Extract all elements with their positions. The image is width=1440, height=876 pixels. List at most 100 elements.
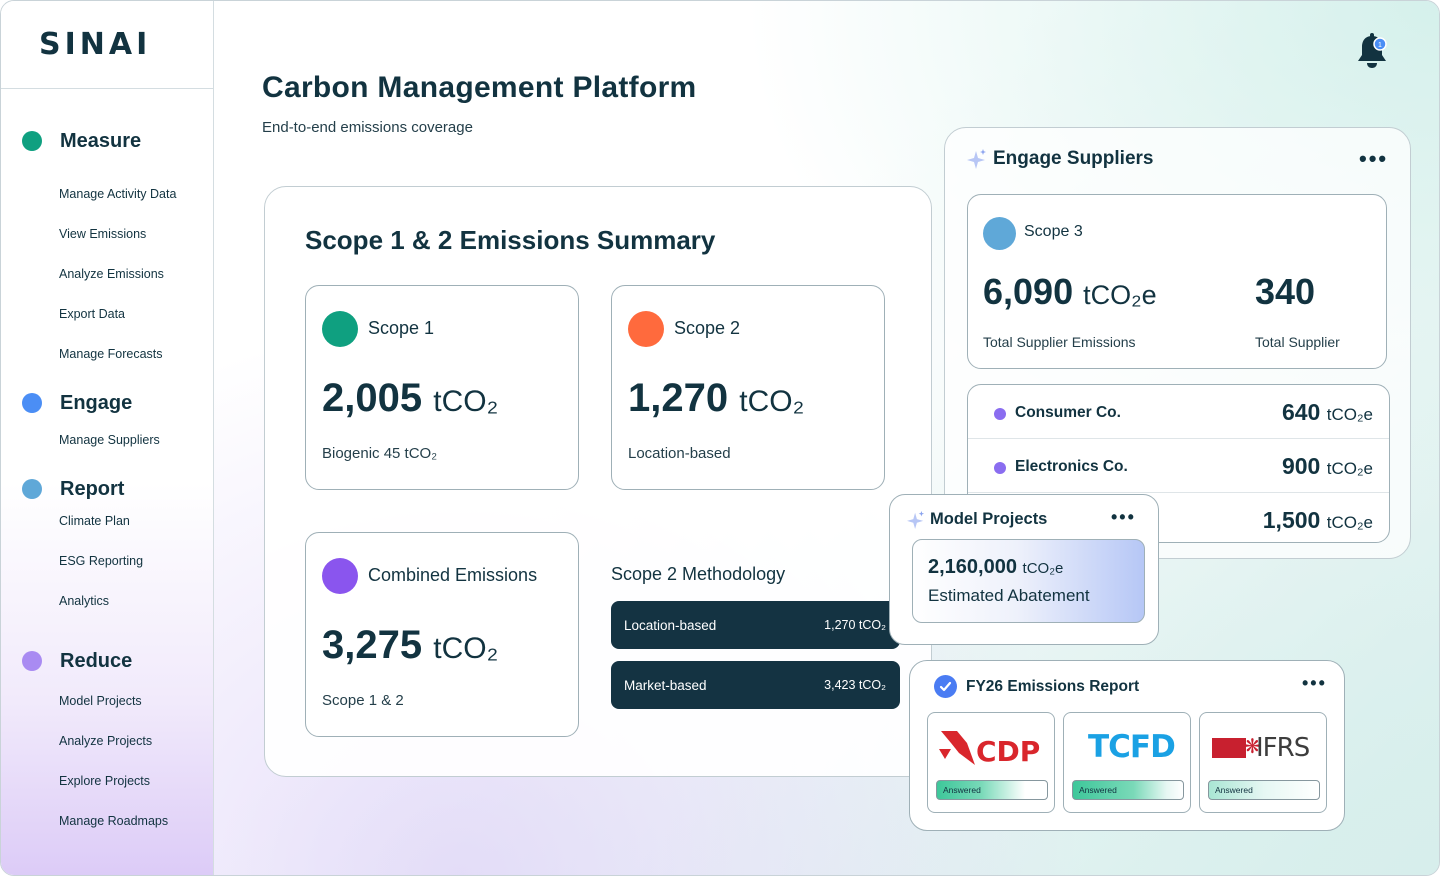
framework-cdp[interactable]: CDP Answered: [927, 712, 1055, 813]
engage-title: Engage Suppliers: [993, 148, 1154, 169]
methodology-title: Scope 2 Methodology: [611, 564, 786, 584]
supplier-count-value: 340: [1255, 271, 1316, 312]
scope3-label: Scope 3: [1024, 223, 1083, 240]
logo[interactable]: SINAI: [39, 27, 152, 62]
sidebar-item-explore-projects[interactable]: Explore Projects: [59, 774, 151, 788]
supplier-count-label: Total Supplier: [1255, 334, 1340, 350]
abatement-label: Estimated Abatement: [928, 586, 1090, 605]
page-subtitle: End-to-end emissions coverage: [262, 119, 473, 136]
scope1-card[interactable]: Scope 1 2,005 tCO₂ Biogenic 45 tCO₂: [305, 285, 579, 490]
sidebar-item-esg-reporting[interactable]: ESG Reporting: [59, 554, 144, 568]
page-title: Carbon Management Platform: [262, 71, 697, 104]
scope2-note: Location-based: [628, 445, 731, 462]
framework-tcfd[interactable]: TCFD Answered: [1063, 712, 1191, 813]
scope3-box[interactable]: Scope 3 6,090 tCO₂e Total Supplier Emiss…: [967, 194, 1387, 369]
nav-head-label: Engage: [60, 391, 133, 414]
methodology-value: 1,270 tCO₂: [824, 618, 886, 632]
framework-name: CDP: [976, 735, 1041, 768]
methodology-label: Location-based: [624, 617, 717, 633]
more-horizontal-icon[interactable]: •••: [1111, 507, 1136, 527]
methodology-row-market[interactable]: Market-based 3,423 tCO₂: [611, 661, 900, 709]
sparkle-icon: [967, 149, 986, 169]
supplier-dot-icon: [994, 408, 1006, 420]
ifrs-logo-bar-icon: [1212, 738, 1246, 758]
abatement-box: 2,160,000 tCO₂e Estimated Abatement: [912, 539, 1145, 623]
sidebar-item-view-emissions[interactable]: View Emissions: [59, 227, 147, 241]
supplier-row[interactable]: Electronics Co. 900 tCO₂e: [968, 439, 1389, 493]
more-horizontal-icon[interactable]: •••: [1359, 146, 1389, 171]
methodology-label: Market-based: [624, 677, 707, 693]
cdp-logo-icon: [939, 731, 975, 765]
supplier-value: 640 tCO₂e: [1281, 399, 1373, 425]
sidebar-item-analyze-projects[interactable]: Analyze Projects: [59, 734, 153, 748]
status-badge: Answered: [1208, 780, 1320, 800]
methodology-row-location[interactable]: Location-based 1,270 tCO₂: [611, 601, 900, 649]
sidebar-item-manage-forecasts[interactable]: Manage Forecasts: [59, 347, 163, 361]
model-title: Model Projects: [930, 510, 1048, 528]
supplier-dot-icon: [994, 462, 1006, 474]
abatement-value: 2,160,000 tCO₂e: [928, 556, 1064, 578]
scope1-dot-icon: [322, 311, 358, 347]
sidebar-item-climate-plan[interactable]: Climate Plan: [59, 514, 130, 528]
sidebar-item-analytics[interactable]: Analytics: [59, 594, 110, 608]
nav-section-reduce: Reduce: [1, 646, 214, 676]
nav-section-engage: Engage: [1, 388, 214, 418]
reduce-dot-icon: [22, 651, 42, 671]
engage-dot-icon: [22, 393, 42, 413]
nav-head-label: Reduce: [60, 649, 133, 672]
sidebar-item-export-data[interactable]: Export Data: [59, 307, 126, 321]
nav-head-label: Measure: [60, 129, 142, 152]
sidebar-item-manage-suppliers[interactable]: Manage Suppliers: [59, 433, 160, 447]
sidebar-item-manage-roadmaps[interactable]: Manage Roadmaps: [59, 814, 169, 828]
framework-name: IFRS: [1256, 733, 1310, 763]
supplier-row[interactable]: Consumer Co. 640 tCO₂e: [968, 385, 1389, 439]
nav-head-label: Report: [60, 477, 125, 500]
model-title-row: Model Projects: [907, 510, 1047, 529]
nav-head-reduce[interactable]: Reduce: [1, 646, 214, 676]
emissions-report-card[interactable]: FY26 Emissions Report ••• CDP Answered T…: [909, 660, 1345, 831]
summary-title: Scope 1 & 2 Emissions Summary: [305, 225, 716, 255]
sparkle-icon: [907, 510, 925, 529]
nav-head-report[interactable]: Report: [1, 474, 214, 504]
supplier-emissions-value: 6,090 tCO₂e: [983, 271, 1157, 312]
check-circle-icon: [934, 675, 957, 698]
nav-section-measure: Measure: [1, 126, 214, 156]
supplier-row[interactable]: 1,500 tCO₂e: [968, 493, 1389, 542]
sidebar: SINAI Measure Manage Activity Data View …: [1, 1, 214, 875]
scope2-dot-icon: [628, 311, 664, 347]
combined-value: 3,275 tCO₂: [322, 623, 499, 667]
report-title-row: FY26 Emissions Report: [934, 675, 1139, 698]
status-badge: Answered: [936, 780, 1048, 800]
framework-ifrs[interactable]: ❋ IFRS Answered: [1199, 712, 1327, 813]
scope1-label: Scope 1: [368, 318, 435, 338]
more-horizontal-icon[interactable]: •••: [1302, 673, 1327, 693]
sidebar-item-model-projects[interactable]: Model Projects: [59, 694, 142, 708]
combined-dot-icon: [322, 558, 358, 594]
scope1-value: 2,005 tCO₂: [322, 376, 499, 420]
report-dot-icon: [22, 479, 42, 499]
supplier-emissions-label: Total Supplier Emissions: [983, 334, 1136, 350]
sidebar-item-manage-activity-data[interactable]: Manage Activity Data: [59, 187, 177, 201]
nav-head-measure[interactable]: Measure: [1, 126, 214, 156]
notification-count: 1: [1378, 42, 1382, 49]
nav-section-report: Report: [1, 474, 214, 504]
emissions-summary-card: Scope 1 & 2 Emissions Summary Scope 1 2,…: [264, 186, 932, 777]
status-badge: Answered: [1072, 780, 1184, 800]
report-title: FY26 Emissions Report: [966, 677, 1140, 695]
sidebar-item-analyze-emissions[interactable]: Analyze Emissions: [59, 267, 164, 281]
scope2-value: 1,270 tCO₂: [628, 376, 805, 420]
combined-note: Scope 1 & 2: [322, 692, 404, 709]
scope3-dot-icon: [983, 217, 1016, 250]
combined-card[interactable]: Combined Emissions 3,275 tCO₂ Scope 1 & …: [305, 532, 579, 737]
engage-title-row: Engage Suppliers: [967, 148, 1153, 170]
supplier-value: 900 tCO₂e: [1281, 453, 1373, 479]
methodology-value: 3,423 tCO₂: [824, 678, 886, 692]
scope2-label: Scope 2: [674, 318, 741, 338]
bell-icon[interactable]: 1: [1355, 33, 1389, 69]
combined-label: Combined Emissions: [368, 565, 538, 585]
scope2-card[interactable]: Scope 2 1,270 tCO₂ Location-based: [611, 285, 885, 490]
model-projects-card[interactable]: Model Projects ••• 2,160,000 tCO₂e Estim…: [889, 494, 1159, 645]
supplier-name: Consumer Co.: [1015, 404, 1121, 421]
nav-head-engage[interactable]: Engage: [1, 388, 214, 418]
